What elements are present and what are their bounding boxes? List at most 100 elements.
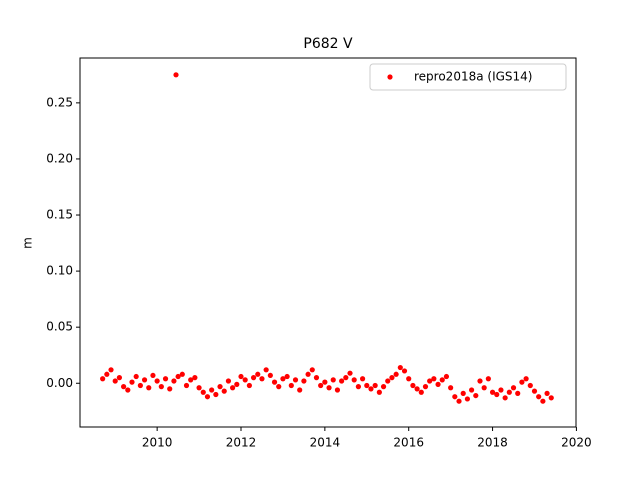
point [204,394,211,400]
x-tick-label: 2014 [310,436,341,450]
point [439,377,445,383]
point [422,384,429,390]
point [334,387,341,393]
point [548,395,554,401]
point [523,376,529,382]
point [498,387,504,393]
x-tick-label: 2010 [142,436,173,450]
y-tick-label: 0.05 [46,320,73,334]
point [469,387,475,393]
point [435,381,441,387]
point [263,367,269,373]
point [368,386,374,392]
point [456,398,462,404]
point [137,382,143,389]
point [192,375,198,381]
point [494,391,500,398]
point [209,387,215,393]
point [414,386,420,392]
point [200,389,206,395]
point [313,375,320,381]
point [485,376,491,382]
point [380,384,387,390]
point [322,379,328,385]
point [154,378,160,384]
legend-box [369,63,567,91]
point [175,373,181,380]
point [318,382,324,389]
point [355,384,361,390]
point [158,384,164,390]
point [238,373,244,380]
point [452,394,458,400]
point [242,377,248,383]
point [173,72,179,78]
point [217,384,223,390]
point [393,371,399,377]
point [536,394,542,400]
point [179,371,185,377]
point [255,371,261,377]
point [112,378,118,384]
point [305,371,311,377]
point [376,389,382,395]
point [481,385,487,391]
point [292,377,299,383]
point [297,387,303,393]
point [267,372,273,379]
y-tick-label: 0.25 [46,95,73,109]
point [141,377,148,383]
point [246,382,252,389]
point [259,376,265,382]
point [188,377,194,383]
point [464,396,471,402]
y-tick-label: 0.00 [46,376,73,390]
point [234,381,240,387]
legend-marker [387,74,393,80]
point [397,364,403,371]
point [351,377,357,383]
point [339,378,345,384]
x-tick-label: 2018 [477,436,508,450]
point [506,389,512,395]
point [372,382,378,389]
point [301,378,307,384]
point [515,390,521,396]
point [540,398,546,404]
chart-title: P682 V [303,36,353,52]
legend-label: repro2018a (IGS14) [414,70,532,84]
point [213,391,219,398]
point [519,379,525,385]
point [531,388,538,394]
point [121,384,127,390]
point [544,390,550,396]
point [364,382,370,389]
point [510,385,517,391]
point [100,376,106,382]
point [221,388,227,394]
y-tick-label: 0.20 [46,151,73,165]
point [489,389,496,395]
plot-frame [79,57,577,428]
point [443,373,450,380]
point [162,376,169,382]
point [410,382,416,389]
point [125,387,131,393]
point [183,382,190,389]
x-tick-label: 2020 [561,436,592,450]
point [527,382,533,389]
point [427,378,433,384]
point [150,372,156,379]
point [460,390,466,396]
point [347,370,353,376]
point [167,386,173,392]
point [326,385,332,391]
point [502,395,508,401]
point [330,377,336,383]
point [448,385,454,391]
point [431,376,437,382]
point [196,385,202,391]
point [477,378,483,384]
y-tick-label: 0.15 [46,208,73,222]
